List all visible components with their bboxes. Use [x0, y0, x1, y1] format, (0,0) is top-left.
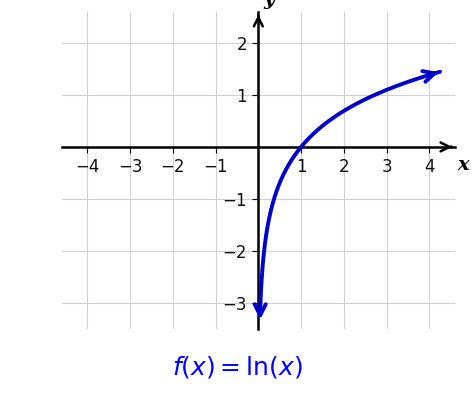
- Text: y: y: [264, 0, 275, 9]
- Text: x: x: [457, 156, 469, 174]
- Text: $f(x) = \mathrm{ln}(x)$: $f(x) = \mathrm{ln}(x)$: [172, 354, 302, 380]
